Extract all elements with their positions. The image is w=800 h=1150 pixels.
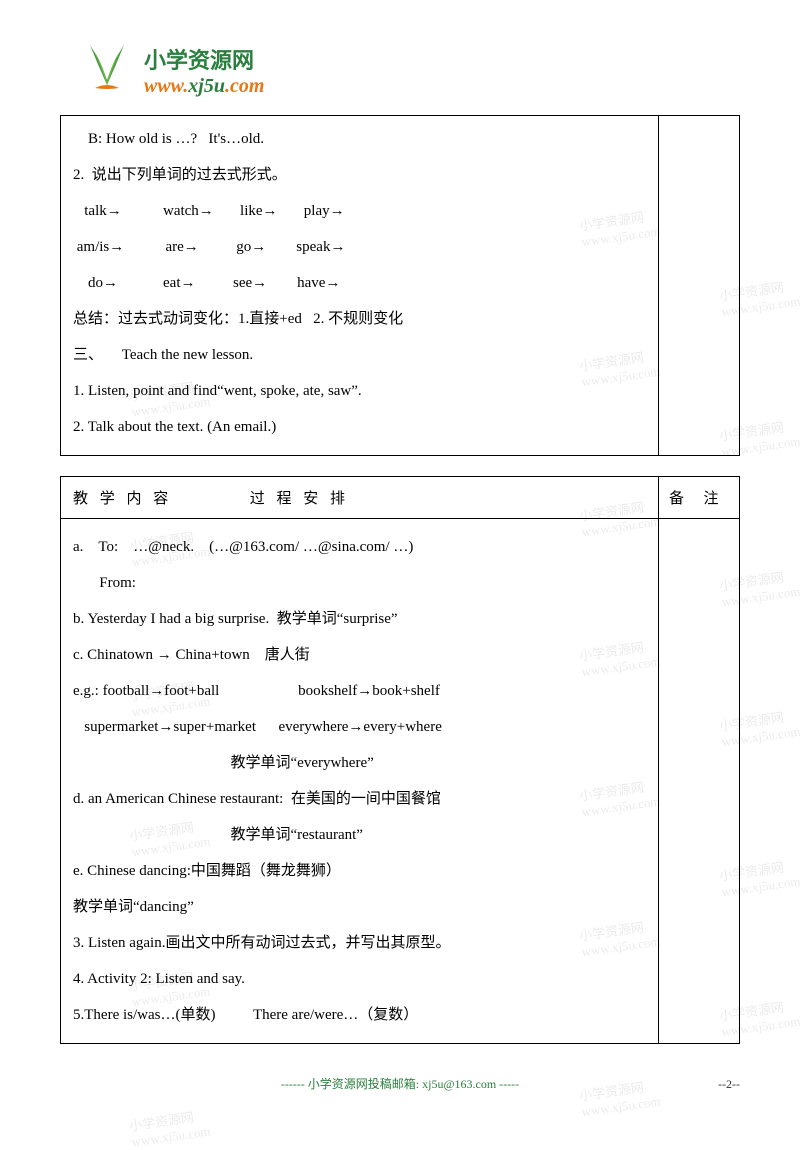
content-line: 2. 说出下列单词的过去式形式。 [73,157,646,193]
content-line: e. Chinese dancing:中国舞蹈（舞龙舞狮） [73,853,646,889]
header-note-text: 备 注 [669,491,723,507]
header-main-text: 教 学 内 容 过 程 安 排 [73,491,349,507]
page-number: --2-- [718,1077,740,1092]
content-line: d. an American Chinese restaurant: 在美国的一… [73,781,646,817]
content-line: e.g.: football→foot+ball bookshelf→book+… [73,673,646,709]
site-logo: 小学资源网 www.xj5u.com [80,40,740,100]
table-header-row: 教 学 内 容 过 程 安 排 备 注 [61,477,739,519]
logo-url: www.xj5u.com [144,75,264,98]
content-line: 5.There is/was…(单数) There are/were…（复数） [73,997,646,1033]
watermark: 小学资源网www.xj5u.com [128,1105,211,1150]
header-note-cell: 备 注 [659,477,739,518]
content-line: B: How old is …? It's…old. [73,121,646,157]
content-line: 三、 Teach the new lesson. [73,337,646,373]
logo-title: 小学资源网 [144,43,264,75]
lesson-content-cell: B: How old is …? It's…old. 2. 说出下列单词的过去式… [61,116,659,455]
note-cell [659,519,739,1043]
lesson-table-2: 教 学 内 容 过 程 安 排 备 注 a. To: …@neck. (…@16… [60,476,740,1044]
content-line: 总结：过去式动词变化：1.直接+ed 2. 不规则变化 [73,301,646,337]
content-line: c. Chinatown → China+town 唐人街 [73,637,646,673]
lesson-content-cell: a. To: …@neck. (…@163.com/ …@sina.com/ …… [61,519,659,1043]
content-line: 4. Activity 2: Listen and say. [73,961,646,997]
content-line: 1. Listen, point and find“went, spoke, a… [73,373,646,409]
note-cell [659,116,739,455]
content-line: am/is→ are→ go→ speak→ [73,229,646,265]
content-line: talk→ watch→ like→ play→ [73,193,646,229]
content-line: b. Yesterday I had a big surprise. 教学单词“… [73,601,646,637]
logo-text: 小学资源网 www.xj5u.com [144,43,264,98]
content-line: 教学单词“dancing” [73,889,646,925]
page-footer: ------ 小学资源网投稿邮箱: xj5u@163.com ----- [0,1075,800,1092]
content-line: 教学单词“everywhere” [73,745,646,781]
content-line: 2. Talk about the text. (An email.) [73,409,646,445]
content-line: a. To: …@neck. (…@163.com/ …@sina.com/ …… [73,529,646,565]
content-line: 3. Listen again.画出文中所有动词过去式，并写出其原型。 [73,925,646,961]
content-line: do→ eat→ see→ have→ [73,265,646,301]
content-line: From: [73,565,646,601]
logo-leaf-icon [80,40,135,100]
lesson-table-1: B: How old is …? It's…old. 2. 说出下列单词的过去式… [60,115,740,456]
content-line: 教学单词“restaurant” [73,817,646,853]
content-line: supermarket→super+market everywhere→ever… [73,709,646,745]
header-main-cell: 教 学 内 容 过 程 安 排 [61,477,659,518]
